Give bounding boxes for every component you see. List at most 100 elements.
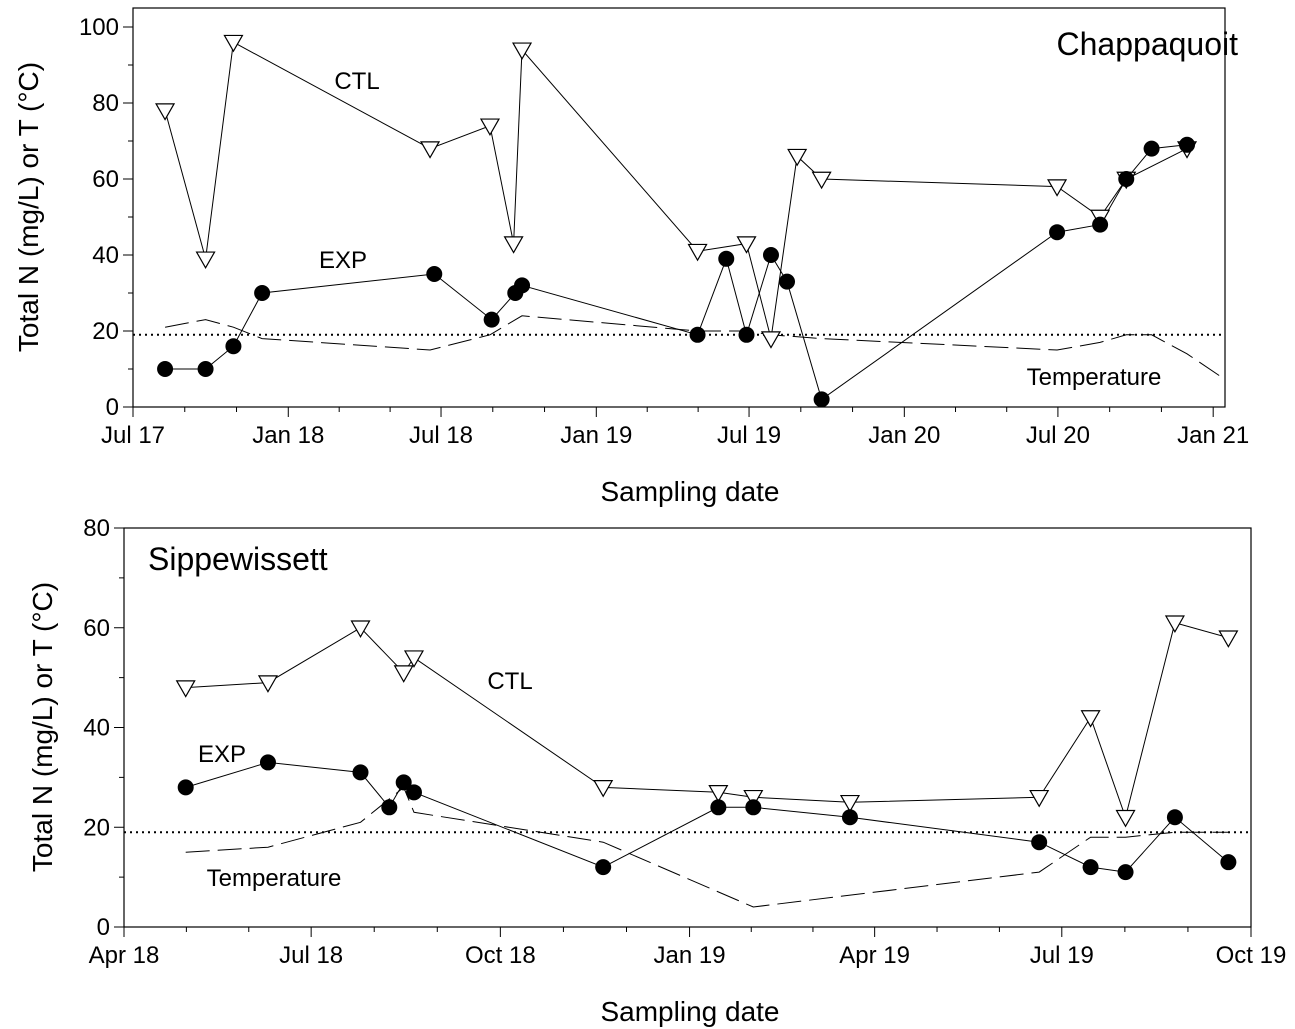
exp-point xyxy=(405,784,422,801)
ctl-label: CTL xyxy=(487,668,532,695)
exp-point xyxy=(426,266,443,282)
series-markers xyxy=(155,34,1198,408)
x-axis-title: Sampling date xyxy=(600,996,779,1027)
x-tick-label: Jul 18 xyxy=(279,942,343,969)
x-tick-label: Jan 20 xyxy=(868,422,940,449)
y-tick-label: 60 xyxy=(83,615,110,642)
exp-point xyxy=(841,809,858,826)
x-tick-label: Jul 20 xyxy=(1026,422,1090,449)
ctl-point xyxy=(195,251,216,270)
y-tick-label: 80 xyxy=(83,515,110,542)
exp-point xyxy=(779,273,796,290)
y-axis-title: Total N (mg/L) or T (°C) xyxy=(27,582,58,872)
exp-point xyxy=(197,361,214,377)
panel-title: Sippewissett xyxy=(148,541,328,577)
temperature-label: Temperature xyxy=(1027,364,1162,391)
exp-point xyxy=(813,391,830,408)
panel-title: Chappaquoit xyxy=(1057,26,1239,62)
temperature-line xyxy=(165,315,1222,378)
exp-point xyxy=(595,859,612,876)
x-tick-label: Jan 19 xyxy=(654,942,726,969)
exp-point xyxy=(1118,171,1135,187)
x-tick-label: Oct 18 xyxy=(465,942,536,969)
y-axis-title: Total N (mg/L) or T (°C) xyxy=(13,62,44,352)
y-tick-label: 80 xyxy=(92,90,119,117)
exp-point xyxy=(689,326,706,343)
x-tick-label: Jul 19 xyxy=(717,422,781,449)
exp-point xyxy=(381,799,398,816)
exp-point xyxy=(254,285,271,301)
exp-point xyxy=(745,799,762,816)
series-markers xyxy=(175,615,1239,881)
x-tick-label: Jan 21 xyxy=(1177,422,1249,449)
exp-point xyxy=(483,311,500,328)
exp-label: EXP xyxy=(198,741,246,768)
chappaquoit-panel: Jul 17 Jan 18 Jul 18 Jan 19 Jul 19 Jan 20 Jul … xyxy=(13,7,1249,507)
ctl-point xyxy=(420,141,441,159)
ctl-point xyxy=(743,789,764,808)
y-tick-label: 20 xyxy=(92,318,119,345)
exp-line xyxy=(185,761,1229,873)
y-tick-label: 20 xyxy=(83,814,110,841)
exp-point xyxy=(395,774,412,791)
ctl-point xyxy=(1164,615,1185,633)
exp-point xyxy=(762,247,779,263)
ctl-point xyxy=(393,665,414,683)
plot-frame xyxy=(132,7,1226,408)
ctl-point xyxy=(257,675,278,693)
exp-point xyxy=(1143,140,1160,157)
ctl-point xyxy=(175,680,196,698)
ctl-point xyxy=(1080,710,1101,728)
exp-point xyxy=(1031,834,1048,851)
exp-point xyxy=(352,764,369,781)
ctl-point xyxy=(787,148,808,167)
ctl-point xyxy=(223,34,244,53)
ctl-line xyxy=(185,622,1229,820)
exp-point xyxy=(718,250,735,267)
exp-point xyxy=(177,779,194,796)
exp-point xyxy=(157,361,174,377)
ctl-point xyxy=(708,784,729,803)
ctl-point xyxy=(1029,789,1050,808)
ctl-point xyxy=(350,620,371,638)
ctl-point xyxy=(512,42,533,61)
exp-point xyxy=(1220,854,1237,871)
x-tick-label: Jan 18 xyxy=(252,422,324,449)
x-tick-label: Apr 18 xyxy=(89,942,160,969)
exp-point xyxy=(1166,809,1183,826)
x-tick-label: Jul 18 xyxy=(409,422,473,449)
series-lines xyxy=(185,622,1229,908)
x-tick-label: Apr 19 xyxy=(839,942,910,969)
series-lines xyxy=(164,41,1222,401)
ctl-line xyxy=(164,41,1188,339)
exp-point xyxy=(514,277,531,294)
x-tick-label: Jul 17 xyxy=(101,422,165,449)
ctl-label: CTL xyxy=(334,68,379,95)
ctl-point xyxy=(736,236,757,254)
ctl-point xyxy=(593,779,614,798)
sippewissett-panel: Apr 18 Jul 18 Oct 18 Jan 19 Apr 19 Jul 19 Oct … xyxy=(27,515,1286,1027)
temperature-label: Temperature xyxy=(207,865,342,892)
ctl-point xyxy=(479,118,501,137)
x-tick-label: Jul 19 xyxy=(1030,942,1094,969)
exp-point xyxy=(1049,224,1066,241)
exp-point xyxy=(259,754,276,771)
x-axis-title: Sampling date xyxy=(600,476,779,507)
ctl-point xyxy=(811,171,832,190)
ctl-point xyxy=(403,650,425,668)
exp-point xyxy=(1117,864,1134,881)
y-tick-label: 0 xyxy=(106,394,119,421)
ctl-point xyxy=(839,794,861,813)
axes: Jul 17 Jan 18 Jul 18 Jan 19 Jul 19 Jan 20 Jul … xyxy=(79,14,1249,449)
ctl-point xyxy=(1115,809,1136,828)
x-tick-label: Jan 19 xyxy=(560,422,632,449)
exp-label: EXP xyxy=(319,247,367,274)
ctl-point xyxy=(155,103,176,121)
exp-point xyxy=(738,326,755,343)
axes: Apr 18 Jul 18 Oct 18 Jan 19 Apr 19 Jul 19 Oct … xyxy=(83,515,1286,969)
exp-point xyxy=(225,338,242,355)
ctl-point xyxy=(1218,630,1239,648)
exp-point xyxy=(1082,859,1099,876)
x-tick-label: Oct 19 xyxy=(1216,942,1287,969)
